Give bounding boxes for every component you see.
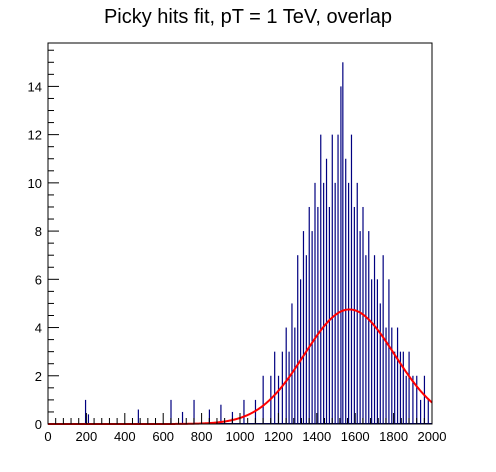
histogram-bin [373, 255, 376, 424]
histogram-bin [402, 351, 404, 424]
histogram-bin [294, 327, 296, 424]
y-tick-label: 0 [35, 417, 42, 432]
histogram-bin [427, 399, 429, 424]
histogram-bin [368, 231, 370, 424]
x-tick-label: 0 [44, 429, 51, 444]
histogram-bin [314, 182, 316, 424]
histogram-bin [388, 279, 390, 424]
histogram-bin [208, 409, 210, 424]
histogram-bin [274, 351, 276, 424]
histogram-bin [371, 279, 373, 424]
histogram-bin [181, 411, 184, 424]
y-tick-label: 4 [35, 321, 42, 336]
histogram-bin [308, 206, 310, 424]
histogram-bin [359, 231, 361, 424]
histogram-bin [423, 375, 426, 424]
histogram-bin [382, 255, 384, 424]
y-tick-label: 2 [35, 369, 42, 384]
histogram-bin [277, 375, 280, 424]
histogram-bin [394, 351, 396, 424]
histogram-bin [323, 182, 325, 424]
histogram-bin [297, 255, 299, 424]
histogram-bars [48, 62, 432, 424]
histogram-bin [334, 182, 336, 424]
histogram-bin [348, 182, 350, 424]
histogram-bin [396, 327, 399, 424]
histogram-bin [320, 134, 322, 424]
histogram-bin [328, 206, 330, 424]
y-tick-label: 12 [28, 128, 42, 143]
x-tick-label: 1600 [341, 429, 370, 444]
histogram-bin [342, 62, 344, 424]
histogram-bin [399, 351, 402, 424]
histogram-bin [376, 279, 378, 424]
histogram-bin [379, 303, 381, 424]
histogram-bin [420, 399, 422, 424]
y-tick-label: 14 [28, 79, 42, 94]
y-tick-label: 6 [35, 272, 42, 287]
histogram-bin [345, 158, 347, 424]
histogram-bin [137, 409, 139, 424]
histogram-bin [285, 327, 287, 424]
histogram-bin [262, 375, 264, 424]
histogram-bin [243, 399, 245, 424]
x-tick-label: 400 [114, 429, 136, 444]
histogram-bin [405, 375, 407, 424]
histogram-bin [350, 134, 353, 424]
histogram-bin [288, 351, 290, 424]
histogram-bin [325, 158, 328, 424]
x-tick-label: 200 [76, 429, 98, 444]
histogram-bin [231, 411, 234, 424]
histogram-bin [305, 255, 307, 424]
histogram-bin [340, 86, 342, 424]
histogram-bin [300, 279, 302, 424]
histogram-bin [412, 375, 414, 424]
x-axis: 0 200 400 600 800 1000 1200 1400 1600 1800 2000 [44, 413, 446, 444]
x-tick-label: 1000 [226, 429, 255, 444]
histogram-bin [317, 206, 319, 424]
x-tick-label: 1400 [302, 429, 331, 444]
histogram-bin [385, 327, 387, 424]
chart-title: Picky hits fit, pT = 1 TeV, overlap [103, 6, 393, 28]
histogram-bin [353, 206, 355, 424]
histogram-bin [170, 399, 172, 424]
histogram-bin [220, 404, 222, 424]
y-axis: 0 2 4 6 8 10 12 14 [28, 49, 59, 432]
histogram-bin [84, 399, 87, 424]
x-tick-label: 1800 [379, 429, 408, 444]
histogram-bin [311, 231, 313, 424]
x-tick-label: 2000 [418, 429, 447, 444]
x-tick-label: 1200 [264, 429, 293, 444]
histogram-bin [365, 255, 367, 424]
histogram-bin [408, 351, 410, 424]
histogram-bin [281, 351, 283, 424]
histogram-bin [416, 375, 418, 424]
y-tick-label: 10 [28, 176, 42, 191]
x-tick-label: 800 [191, 429, 213, 444]
histogram-bin [291, 303, 293, 424]
histogram-bin [356, 182, 358, 424]
histogram-bin [193, 399, 195, 424]
x-tick-label: 600 [152, 429, 174, 444]
histogram-bin [87, 414, 90, 424]
histogram-bin [337, 134, 339, 424]
y-tick-label: 8 [35, 224, 42, 239]
histogram-bin [302, 231, 305, 424]
histogram-bin [391, 327, 393, 424]
histogram-bin [331, 134, 333, 424]
